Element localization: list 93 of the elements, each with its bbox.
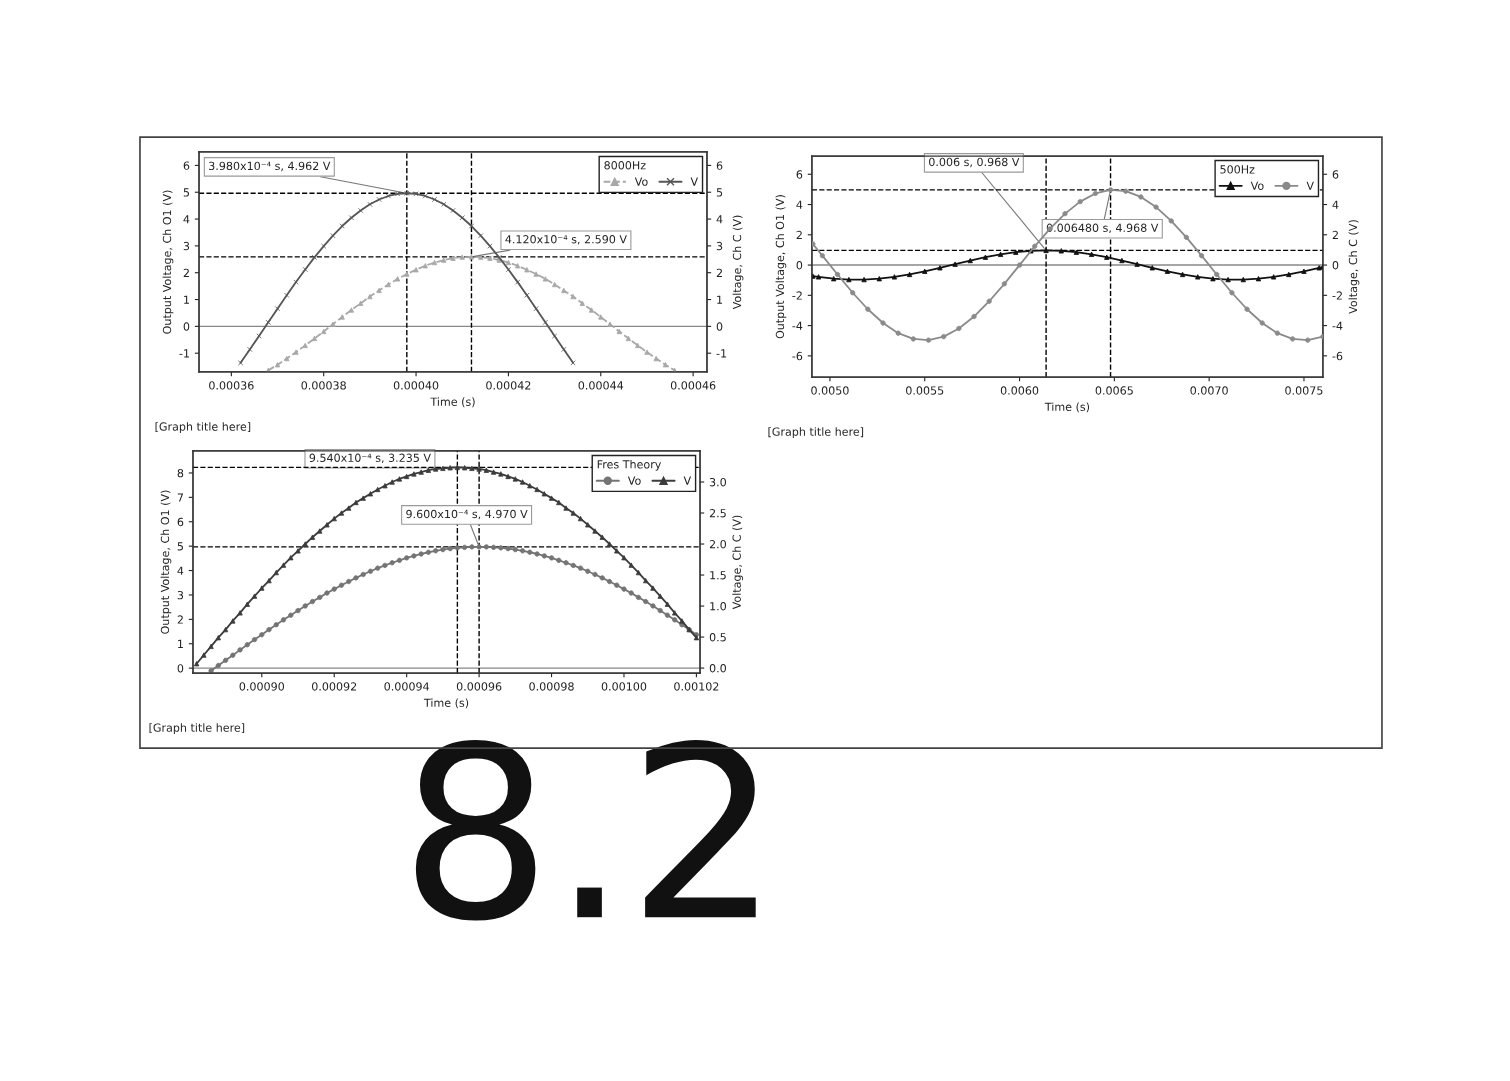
legend-title: 500Hz xyxy=(1220,165,1255,174)
text: [Graph title here] xyxy=(155,422,251,433)
y2-axis-title: Voltage, Ch C (V) xyxy=(732,215,744,310)
y2-tick-label: 0.0 xyxy=(709,664,726,673)
y-tick-label: 1 xyxy=(184,295,189,304)
y2-tick-label: 1 xyxy=(717,295,723,304)
y-tick-label: 5 xyxy=(177,542,183,551)
y2-tick-label: 5 xyxy=(716,188,723,197)
annotation: 0.006480 s, 4.968 V xyxy=(1046,223,1159,234)
text: [Graph title here] xyxy=(768,427,864,438)
x-tick-label: 0.00040 xyxy=(393,381,439,390)
x-tick-label: 0.00102 xyxy=(674,682,719,691)
y-tick-label: 1 xyxy=(178,639,183,648)
y-tick-label: 7 xyxy=(177,493,183,502)
x-tick-label: 0.0060 xyxy=(1000,386,1039,395)
x-tick-label: 0.00100 xyxy=(601,682,647,691)
y2-tick-label: 3.0 xyxy=(709,477,726,487)
y-tick-label: -6 xyxy=(792,351,803,361)
x-tick-label: 0.00042 xyxy=(486,381,531,390)
x-tick-label: 0.00090 xyxy=(239,682,285,691)
y-tick-label: 6 xyxy=(796,170,803,179)
y2-tick-label: 2 xyxy=(1332,230,1338,240)
y-tick-label: 3 xyxy=(177,590,184,600)
y-tick-label: -1 xyxy=(179,349,189,358)
legend-label: V xyxy=(1306,181,1314,190)
y-tick-label: 3 xyxy=(183,241,190,251)
y-tick-label: 2 xyxy=(796,230,802,240)
legend-label: Vo xyxy=(627,476,641,485)
text: 8.2 xyxy=(415,739,756,921)
x-tick-label: 0.0050 xyxy=(811,386,849,395)
y-tick-label: 4 xyxy=(183,215,190,224)
y2-tick-label: 3 xyxy=(716,241,723,251)
text: [Graph title here] xyxy=(149,723,245,734)
y2-tick-label: -4 xyxy=(1332,321,1343,330)
x-tick-label: 0.00096 xyxy=(456,682,502,691)
y2-tick-label: 1.0 xyxy=(710,602,726,611)
y2-tick-label: -1 xyxy=(716,349,727,358)
y2-tick-label: 6 xyxy=(716,161,723,170)
y2-tick-label: -6 xyxy=(1332,351,1343,361)
x-tick-label: 0.00046 xyxy=(670,381,716,390)
legend-label: V xyxy=(690,177,698,186)
y2-tick-label: 2.5 xyxy=(709,508,726,518)
x-tick-label: 0.00098 xyxy=(529,682,574,691)
y-axis-title: Output Voltage, Ch O1 (V) xyxy=(160,490,172,634)
y-tick-label: 5 xyxy=(183,188,190,197)
legend-label: Vo xyxy=(1250,181,1264,190)
x-tick-label: 0.00092 xyxy=(311,682,357,691)
annotation: 0.006 s, 0.968 V xyxy=(929,157,1020,168)
y2-tick-label: 4 xyxy=(716,215,723,224)
x-axis-title: Time (s) xyxy=(423,698,469,709)
y-tick-label: 4 xyxy=(796,200,803,209)
x-tick-label: 0.0065 xyxy=(1095,386,1133,395)
x-tick-label: 0.00038 xyxy=(301,381,346,390)
y2-tick-label: 1.5 xyxy=(710,571,726,580)
y2-tick-label: -2 xyxy=(1332,291,1342,300)
y-tick-label: 6 xyxy=(183,161,190,170)
y-tick-label: 4 xyxy=(177,566,184,575)
y2-tick-label: 4 xyxy=(1332,200,1339,209)
legend-title: 8000Hz xyxy=(604,161,646,170)
y2-tick-label: 0 xyxy=(716,322,723,331)
annotation: 9.540x10⁻⁴ s, 3.235 V xyxy=(309,453,431,464)
y2-axis-title: Voltage, Ch C (V) xyxy=(732,515,744,610)
x-tick-label: 0.0055 xyxy=(906,386,944,395)
y2-tick-label: 2 xyxy=(716,268,722,277)
x-tick-label: 0.00036 xyxy=(209,381,254,390)
legend-title: Fres Theory xyxy=(597,459,662,471)
y2-tick-label: 0 xyxy=(1332,261,1339,270)
y-tick-label: 2 xyxy=(183,268,189,277)
y-tick-label: -2 xyxy=(792,291,802,300)
x-tick-label: 0.0070 xyxy=(1190,386,1228,395)
x-tick-label: 0.00044 xyxy=(578,381,624,390)
y-axis-title: Output Voltage, Ch O1 (V) xyxy=(775,195,787,339)
y-tick-label: 0 xyxy=(183,322,190,331)
y-tick-label: 8 xyxy=(177,468,184,478)
annotation: 4.120x10⁻⁴ s, 2.590 V xyxy=(505,235,627,245)
y2-tick-label: 2.0 xyxy=(709,540,726,549)
x-tick-label: 0.0075 xyxy=(1285,386,1323,395)
y2-axis-title: Voltage, Ch C (V) xyxy=(1348,220,1360,314)
x-axis-title: Time (s) xyxy=(430,397,475,408)
y2-tick-label: 0.5 xyxy=(709,633,726,642)
annotation: 3.980x10⁻⁴ s, 4.962 V xyxy=(209,161,331,172)
y-tick-label: 6 xyxy=(177,517,184,527)
y2-tick-label: 6 xyxy=(1332,170,1339,179)
y-tick-label: -4 xyxy=(792,321,803,330)
annotation: 9.600x10⁻⁴ s, 4.970 V xyxy=(406,509,528,520)
x-axis-title: Time (s) xyxy=(1044,402,1090,413)
y-tick-label: 0 xyxy=(177,664,184,673)
y-tick-label: 0 xyxy=(796,261,803,270)
y-axis-title: Output Voltage, Ch O1 (V) xyxy=(162,190,174,334)
x-tick-label: 0.00094 xyxy=(384,682,430,691)
legend-label: Vo xyxy=(634,177,648,186)
y-tick-label: 2 xyxy=(177,615,183,624)
legend-label: V xyxy=(683,476,692,485)
